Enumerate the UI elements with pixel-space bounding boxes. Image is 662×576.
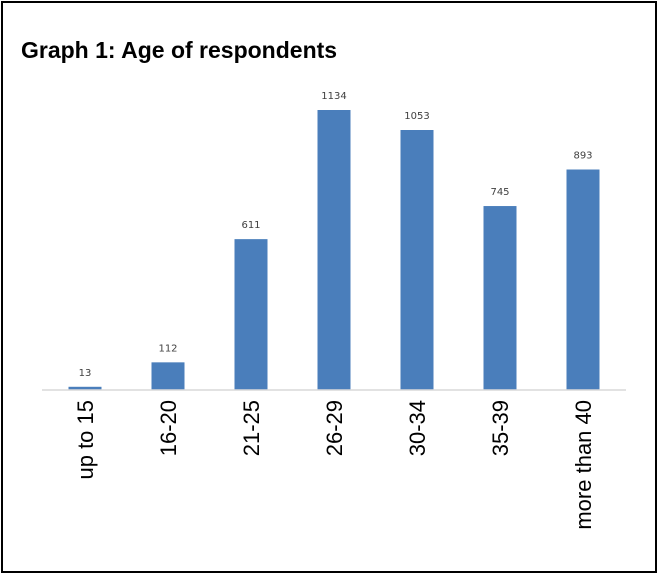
value-label: 1053 xyxy=(404,111,429,122)
bar-35-39 xyxy=(483,206,517,390)
bar-up-to-15 xyxy=(68,386,102,390)
category-label: 16-20 xyxy=(156,400,181,456)
value-label: 745 xyxy=(490,187,509,198)
value-label: 112 xyxy=(158,343,177,354)
bar-21-25 xyxy=(234,239,268,390)
value-label: 13 xyxy=(79,368,92,379)
value-label: 893 xyxy=(573,151,592,162)
category-labels-group: up to 15 16-20 21-25 26-29 30-34 35-39 more th… xyxy=(73,400,596,530)
category-label: 26-29 xyxy=(322,400,347,456)
bar-30-34 xyxy=(400,130,434,390)
value-labels-group: 13 112 611 1134 1053 745 893 xyxy=(79,91,593,379)
bar-26-29 xyxy=(317,110,351,390)
bar-more-than-40 xyxy=(566,169,600,390)
category-label: 21-25 xyxy=(239,400,264,456)
category-label: 35-39 xyxy=(488,400,513,456)
category-label: 30-34 xyxy=(405,400,430,456)
bars-group xyxy=(68,110,600,390)
value-label: 1134 xyxy=(321,91,346,102)
bar-16-20 xyxy=(151,362,185,390)
value-label: 611 xyxy=(241,220,260,231)
category-label: up to 15 xyxy=(73,400,98,480)
category-label: more than 40 xyxy=(571,400,596,530)
chart-title: Graph 1: Age of respondents xyxy=(21,37,338,63)
